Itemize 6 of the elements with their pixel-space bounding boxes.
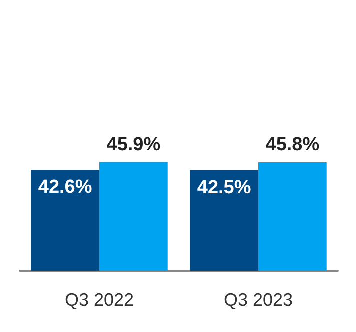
x-tick-label: Q3 2022 [64,290,134,310]
data-label: 42.5% [197,177,252,198]
data-label: 42.6% [38,177,92,198]
data-label: 45.9% [106,134,161,156]
data-label: 45.8% [266,134,320,156]
x-tick-label: Q3 2023 [224,290,294,310]
